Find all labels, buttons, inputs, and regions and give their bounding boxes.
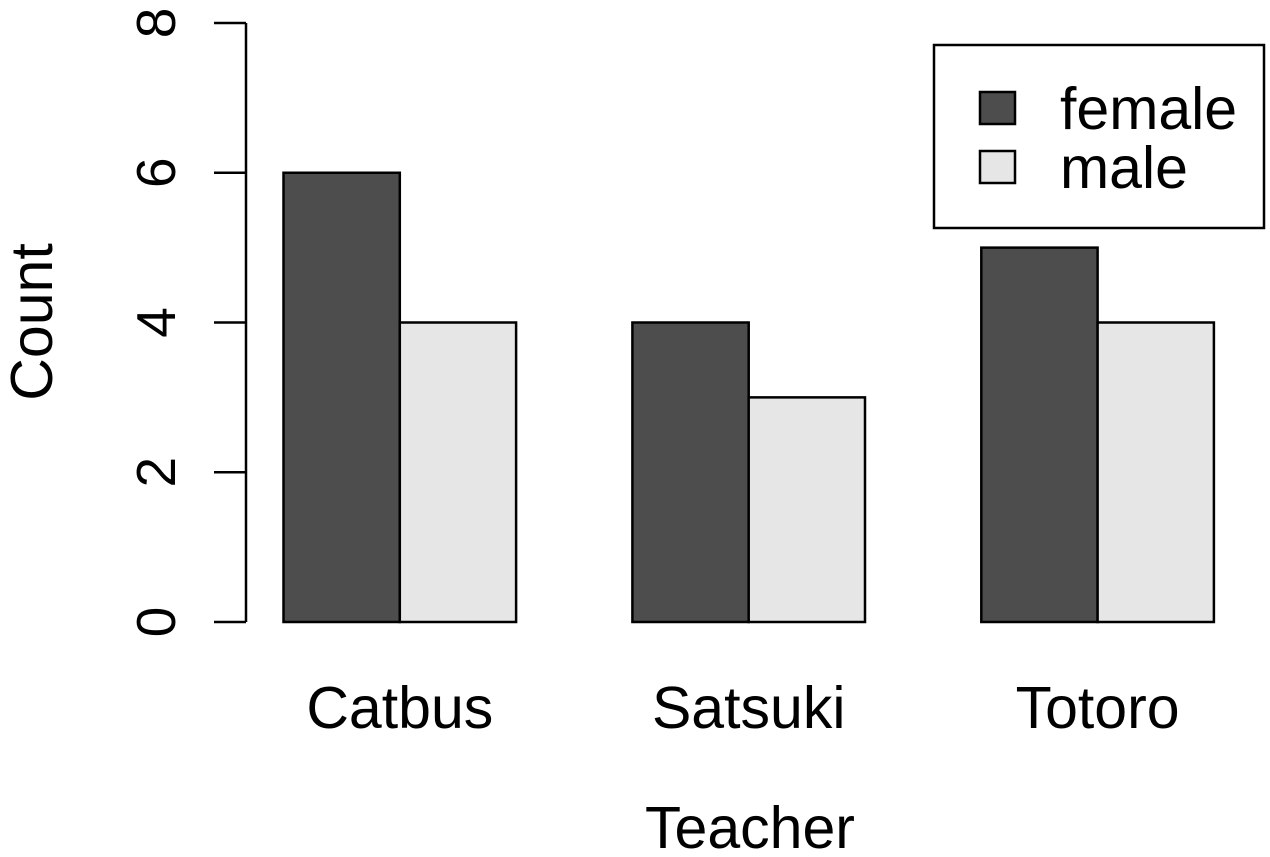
x-tick-label: Catbus bbox=[306, 675, 493, 741]
legend-box bbox=[932, 43, 1266, 230]
y-tick-label: 4 bbox=[125, 307, 187, 338]
y-axis: 0 2 4 6 8 bbox=[125, 8, 248, 638]
bar-catbus-male bbox=[398, 321, 518, 624]
x-tick-label: Totoro bbox=[1016, 675, 1180, 741]
x-tick-label: Satsuki bbox=[652, 675, 845, 741]
y-tick-label: 0 bbox=[125, 607, 187, 638]
y-tick-label: 8 bbox=[125, 8, 187, 39]
y-tick-label: 2 bbox=[125, 457, 187, 488]
bar-satsuki-female bbox=[631, 321, 750, 624]
y-axis-title: Count bbox=[0, 243, 65, 400]
legend-label-female: female bbox=[1060, 76, 1237, 142]
y-tick-label: 6 bbox=[125, 157, 187, 188]
x-axis-labels: Catbus Satsuki Totoro bbox=[306, 675, 1179, 741]
bar-totoro-female bbox=[980, 246, 1099, 624]
bars-group bbox=[282, 171, 1216, 624]
legend-label-male: male bbox=[1060, 135, 1188, 201]
bar-catbus-female bbox=[282, 171, 402, 624]
legend-swatch-female bbox=[978, 90, 1017, 126]
x-axis-title: Teacher bbox=[645, 795, 855, 857]
bar-totoro-male bbox=[1096, 321, 1216, 624]
legend-swatch-male bbox=[978, 149, 1017, 185]
bar-satsuki-male bbox=[747, 396, 867, 624]
